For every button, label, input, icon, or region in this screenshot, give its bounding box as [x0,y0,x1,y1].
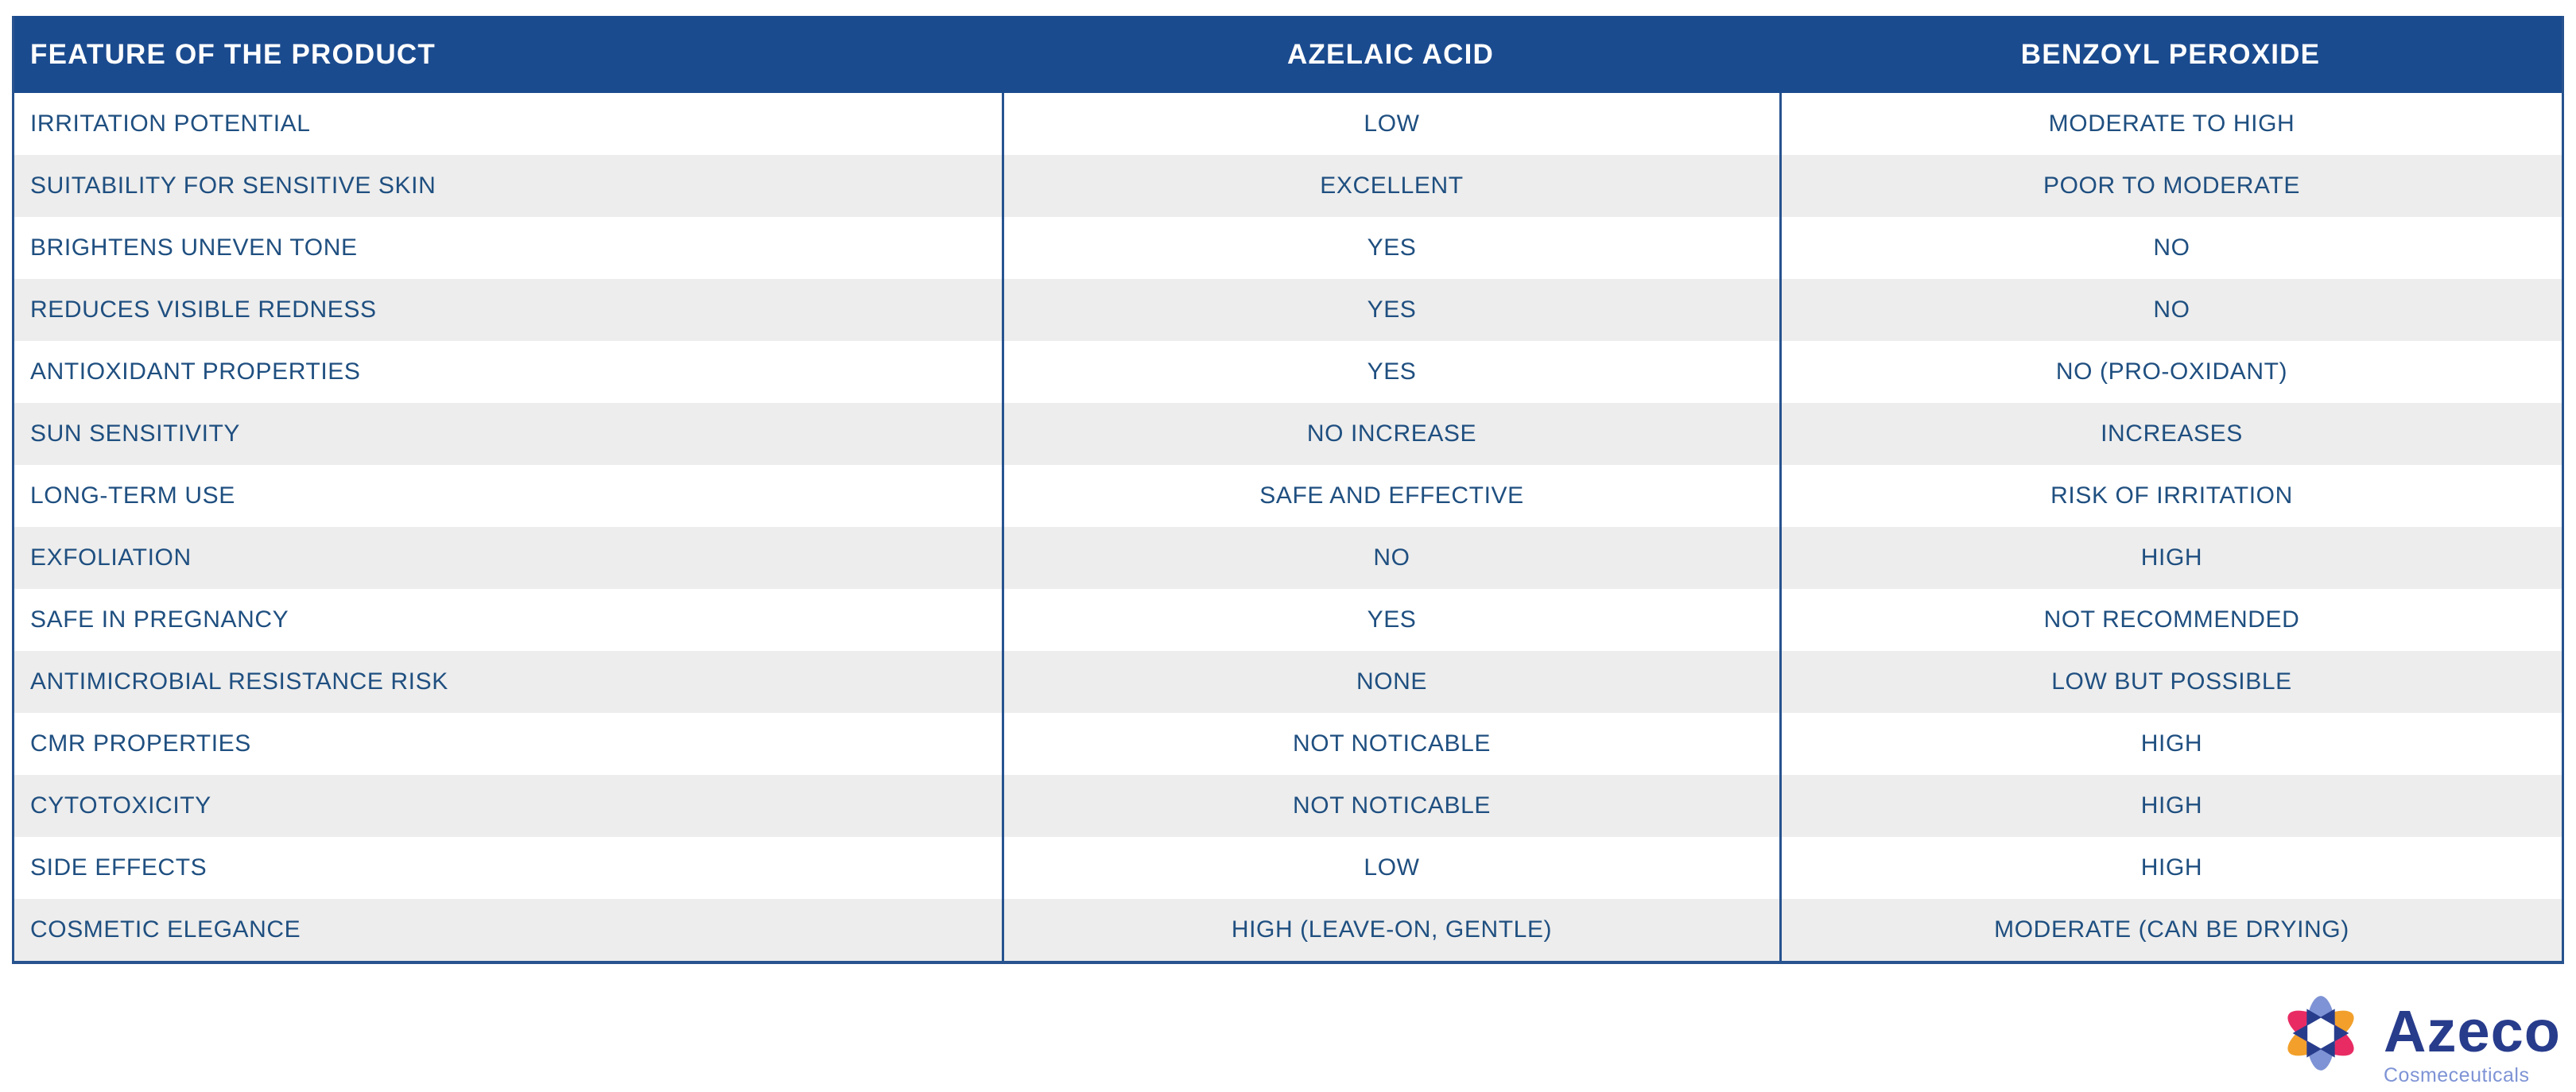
benzoyl-cell: NOT RECOMMENDED [1779,589,2562,651]
benzoyl-cell: INCREASES [1779,403,2562,465]
benzoyl-cell: HIGH [1779,713,2562,775]
table-row: SAFE IN PREGNANCY YES NOT RECOMMENDED [14,589,2562,651]
feature-cell: CYTOTOXICITY [30,792,211,819]
azelaic-cell: YES [1002,341,1779,403]
table-row: COSMETIC ELEGANCE HIGH (LEAVE-ON, GENTLE… [14,899,2562,961]
benzoyl-cell: NO (PRO-OXIDANT) [1779,341,2562,403]
azelaic-cell: SAFE AND EFFECTIVE [1002,465,1779,527]
feature-cell: SUITABILITY FOR SENSITIVE SKIN [30,172,436,199]
feature-cell: ANTIMICROBIAL RESISTANCE RISK [30,668,448,695]
benzoyl-cell: POOR TO MODERATE [1779,155,2562,217]
table-row: LONG-TERM USE SAFE AND EFFECTIVE RISK OF… [14,465,2562,527]
table-row: ANTIOXIDANT PROPERTIES YES NO (PRO-OXIDA… [14,341,2562,403]
azelaic-cell: HIGH (LEAVE-ON, GENTLE) [1002,899,1779,961]
azelaic-cell: NONE [1002,651,1779,713]
azelaic-cell: LOW [1002,93,1779,155]
table-row: IRRITATION POTENTIAL LOW MODERATE TO HIG… [14,93,2562,155]
benzoyl-cell: RISK OF IRRITATION [1779,465,2562,527]
azelaic-cell: NO INCREASE [1002,403,1779,465]
table-row: ANTIMICROBIAL RESISTANCE RISK NONE LOW B… [14,651,2562,713]
table-row: BRIGHTENS UNEVEN TONE YES NO [14,217,2562,279]
benzoyl-cell: NO [1779,279,2562,341]
benzoyl-cell: HIGH [1779,837,2562,899]
table-row: SUITABILITY FOR SENSITIVE SKIN EXCELLENT… [14,155,2562,217]
feature-cell: SIDE EFFECTS [30,854,208,881]
table-row: EXFOLIATION NO HIGH [14,527,2562,589]
table-header: FEATURE OF THE PRODUCT AZELAIC ACID BENZ… [14,16,2562,93]
benzoyl-cell: NO [1779,217,2562,279]
feature-cell: CMR PROPERTIES [30,730,251,757]
azelaic-cell: NOT NOTICABLE [1002,775,1779,837]
azelaic-cell: EXCELLENT [1002,155,1779,217]
feature-cell: COSMETIC ELEGANCE [30,916,301,943]
header-cell-feature: FEATURE OF THE PRODUCT [30,38,436,70]
azelaic-cell: YES [1002,279,1779,341]
benzoyl-cell: MODERATE TO HIGH [1779,93,2562,155]
feature-cell: SAFE IN PREGNANCY [30,606,289,633]
table-body: IRRITATION POTENTIAL LOW MODERATE TO HIG… [14,93,2562,961]
benzoyl-cell: HIGH [1779,527,2562,589]
azelaic-cell: LOW [1002,837,1779,899]
table-row: REDUCES VISIBLE REDNESS YES NO [14,279,2562,341]
azelaic-cell: YES [1002,217,1779,279]
comparison-table: FEATURE OF THE PRODUCT AZELAIC ACID BENZ… [12,16,2564,964]
azelaic-cell: NOT NOTICABLE [1002,713,1779,775]
azelaic-cell: NO [1002,527,1779,589]
feature-cell: BRIGHTENS UNEVEN TONE [30,234,358,261]
feature-cell: IRRITATION POTENTIAL [30,110,311,137]
table-row: CMR PROPERTIES NOT NOTICABLE HIGH [14,713,2562,775]
header-cell-benzoyl: BENZOYL PEROXIDE [2020,38,2321,70]
table-row: SIDE EFFECTS LOW HIGH [14,837,2562,899]
table-row: SUN SENSITIVITY NO INCREASE INCREASES [14,403,2562,465]
feature-cell: REDUCES VISIBLE REDNESS [30,296,377,323]
feature-cell: LONG-TERM USE [30,482,235,509]
feature-cell: EXFOLIATION [30,544,192,571]
azeco-logo-text: Azeco Cosmeceuticals [2384,991,2561,1087]
azeco-logo-name: Azeco [2384,998,2561,1064]
azelaic-cell: YES [1002,589,1779,651]
header-cell-azelaic: AZELAIC ACID [1286,38,1495,70]
benzoyl-cell: MODERATE (CAN BE DRYING) [1779,899,2562,961]
azeco-logo: Azeco Cosmeceuticals [2279,991,2561,1087]
azeco-atom-icon [2287,996,2354,1071]
azeco-logo-tagline: Cosmeceuticals [2384,1064,2530,1087]
benzoyl-cell: HIGH [1779,775,2562,837]
feature-cell: SUN SENSITIVITY [30,420,241,447]
benzoyl-cell: LOW BUT POSSIBLE [1779,651,2562,713]
table-row: CYTOTOXICITY NOT NOTICABLE HIGH [14,775,2562,837]
feature-cell: ANTIOXIDANT PROPERTIES [30,358,361,385]
